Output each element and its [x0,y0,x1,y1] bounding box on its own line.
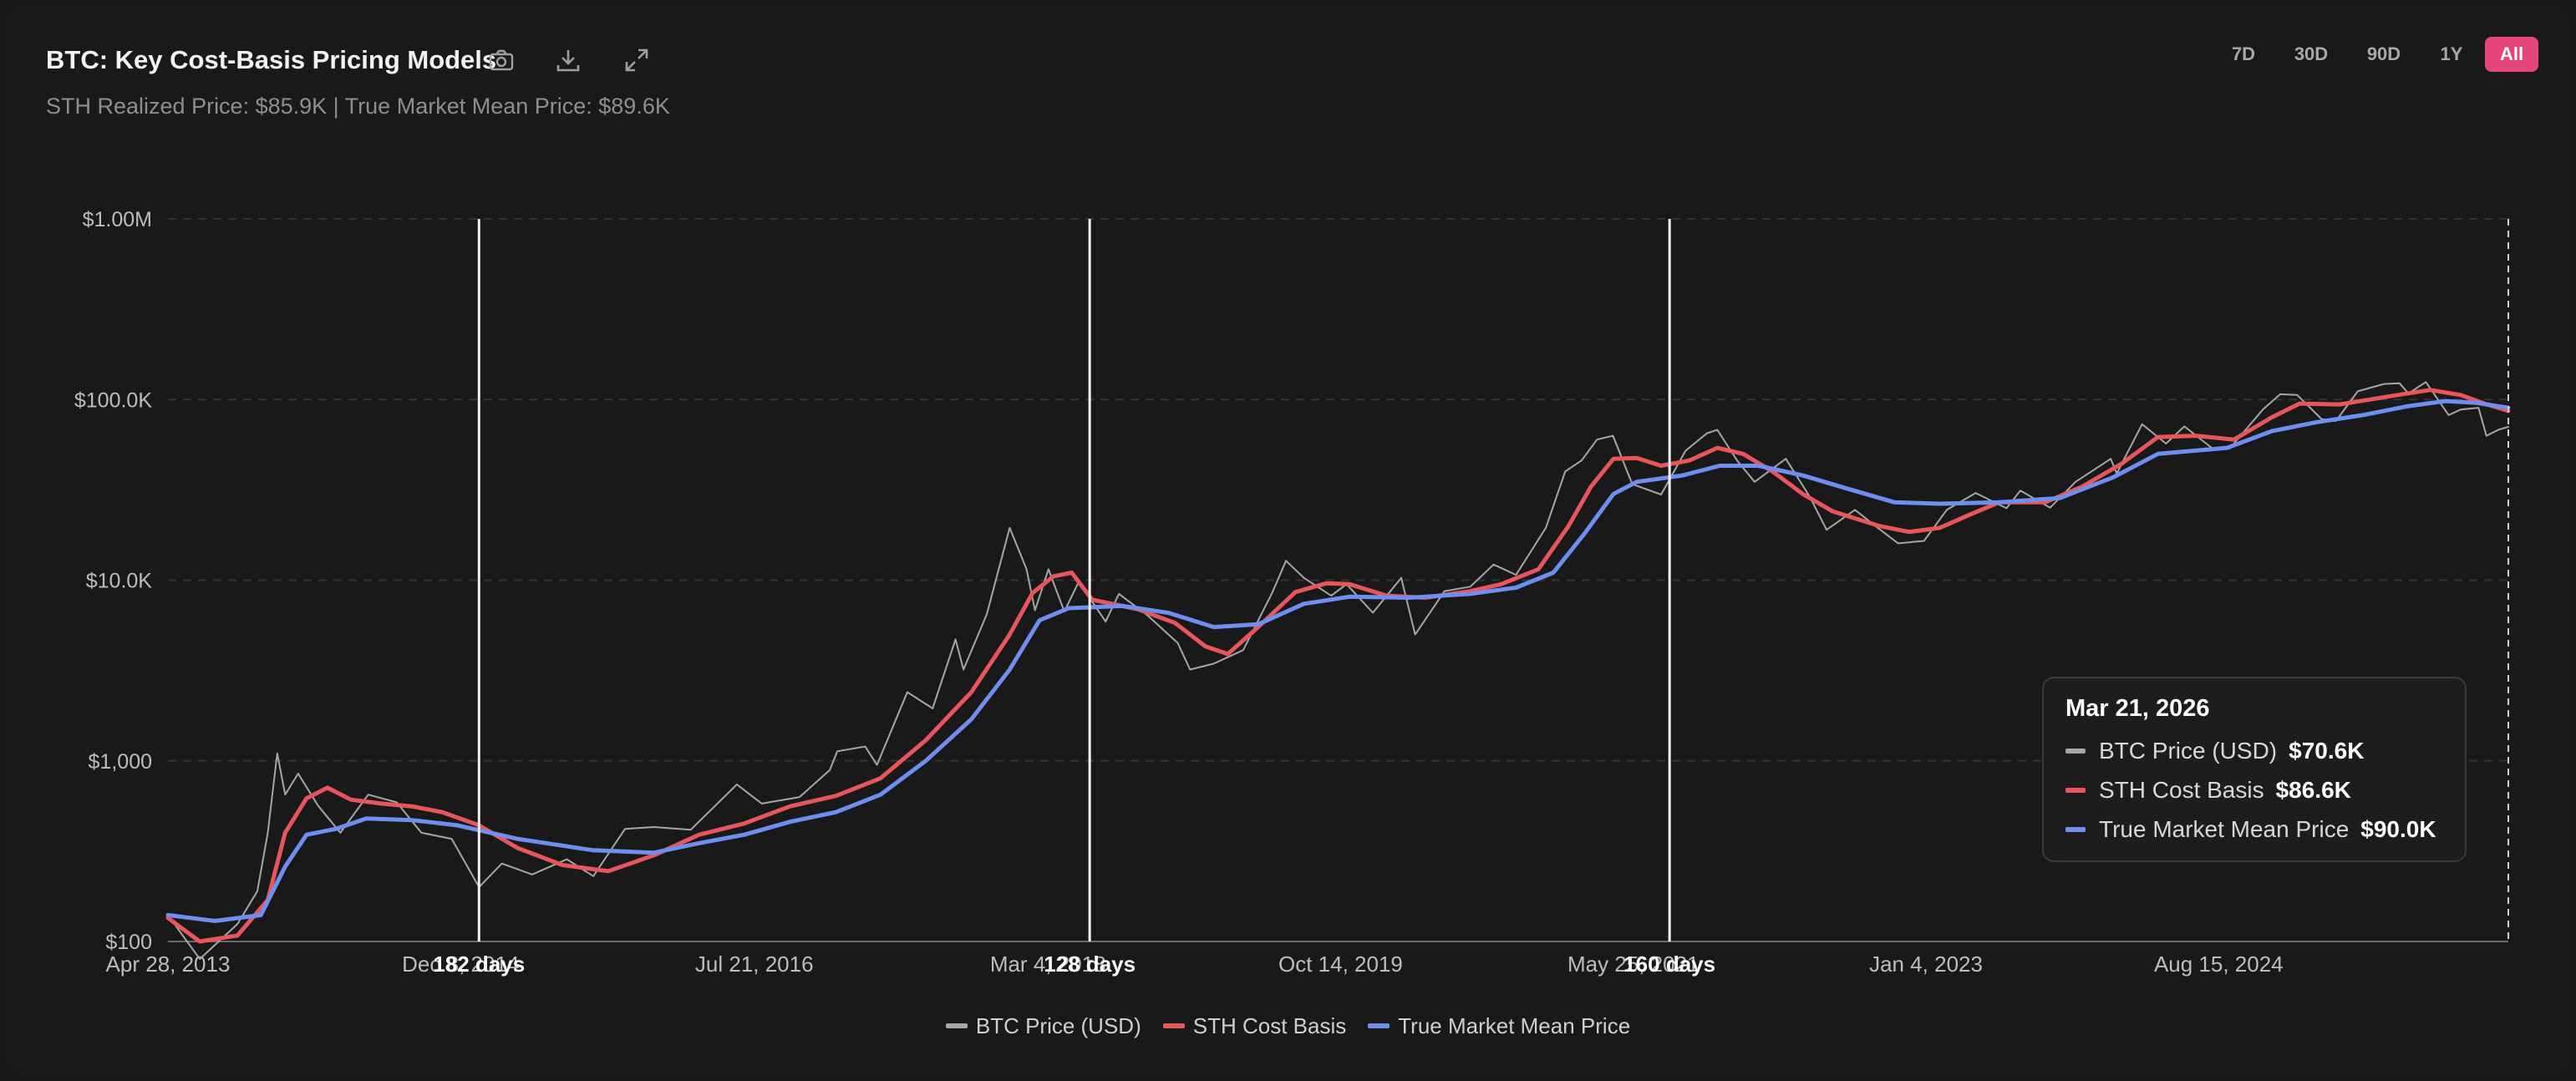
tooltip-value-sth: $86.6K [2275,776,2351,803]
chart-panel [7,5,2569,1076]
legend-item-tmm[interactable]: True Market Mean Price [1368,1013,1630,1039]
x-tick-label: May 25, 2021 [1567,952,1700,977]
expand-icon[interactable] [622,45,652,75]
x-tick-label: Aug 15, 2024 [2154,952,2284,977]
series-line-tmm [165,398,2511,923]
y-tick-label: $1.00M [83,208,152,231]
legend-swatch-sth [1162,1023,1185,1028]
x-tick-label: Apr 28, 2013 [106,952,231,977]
tooltip-row-btc: BTC Price (USD) $70.6K [2065,731,2443,770]
download-icon[interactable] [553,45,583,75]
series-line-sth [165,388,2511,944]
tooltip-row-sth: STH Cost Basis $86.6K [2065,770,2443,809]
cycle-marker-label: 128 days [1044,952,1136,977]
legend-item-btc[interactable]: BTC Price (USD) [945,1012,1141,1039]
tooltip-value-tmm: $90.0K [2360,815,2436,842]
tooltip-label-btc: BTC Price (USD) [2099,737,2278,764]
hover-tooltip: Mar 21, 2026 BTC Price (USD) $70.6K STH … [2042,677,2467,862]
legend-swatch-tmm [1368,1023,1390,1028]
x-tick-label: Jan 4, 2023 [1869,952,1983,977]
y-tick-label: $100 [105,931,152,954]
cycle-marker-label: 182 days [433,952,525,977]
range-7d-button[interactable]: 7D [2231,43,2256,64]
tooltip-swatch-btc [2065,748,2086,754]
series-line-btc [167,381,2509,960]
chart-title: BTC: Key Cost-Basis Pricing Models [46,45,497,74]
legend-item-sth[interactable]: STH Cost Basis [1162,1012,1347,1039]
x-tick-label: Dec 8, 2014 [402,952,519,977]
range-90d-button[interactable]: 90D [2366,43,2401,64]
y-tick-label: $1,000 [89,750,152,774]
tooltip-label-sth: STH Cost Basis [2099,776,2264,803]
tooltip-swatch-tmm [2065,826,2086,832]
y-axis-ticks: $100 $1,000 $10.0K $100.0K $1.00M [74,208,152,954]
y-tick-label: $10.0K [86,570,153,593]
range-all-button[interactable]: All [2485,37,2538,72]
chart-subtitle: STH Realized Price: $85.9K | True Market… [46,94,670,119]
tooltip-label-tmm: True Market Mean Price [2099,815,2350,842]
legend-label-btc: BTC Price (USD) [975,1012,1141,1038]
tooltip-value-btc: $70.6K [2289,737,2365,764]
grid-lines [168,218,2508,942]
x-axis-ticks: Apr 28, 2013 Dec 8, 2014 Jul 21, 2016 Mar 4… [106,952,2284,977]
x-tick-label: Mar 4, 2018 [990,952,1106,977]
range-30d-button[interactable]: 30D [2294,43,2329,64]
x-tick-label: Jul 21, 2016 [695,952,814,977]
camera-icon[interactable] [486,45,516,75]
cycle-marker-label: 160 days [1623,952,1715,977]
range-1y-button[interactable]: 1Y [2440,43,2463,64]
tooltip-swatch-sth [2065,787,2086,793]
tooltip-row-tmm: True Market Mean Price $90.0K [2065,809,2443,849]
tooltip-date: Mar 21, 2026 [2065,695,2210,722]
cycle-markers: 182 days 128 days 160 days [433,219,1715,977]
chart-legend: BTC Price (USD) STH Cost Basis True Mark… [0,1009,2576,1043]
legend-label-tmm: True Market Mean Price [1398,1012,1631,1038]
legend-label-sth: STH Cost Basis [1192,1012,1347,1038]
legend-swatch-btc [945,1023,968,1028]
x-tick-label: Oct 14, 2019 [1278,952,1403,977]
y-tick-label: $100.0K [74,388,152,412]
series-lines [165,381,2511,960]
